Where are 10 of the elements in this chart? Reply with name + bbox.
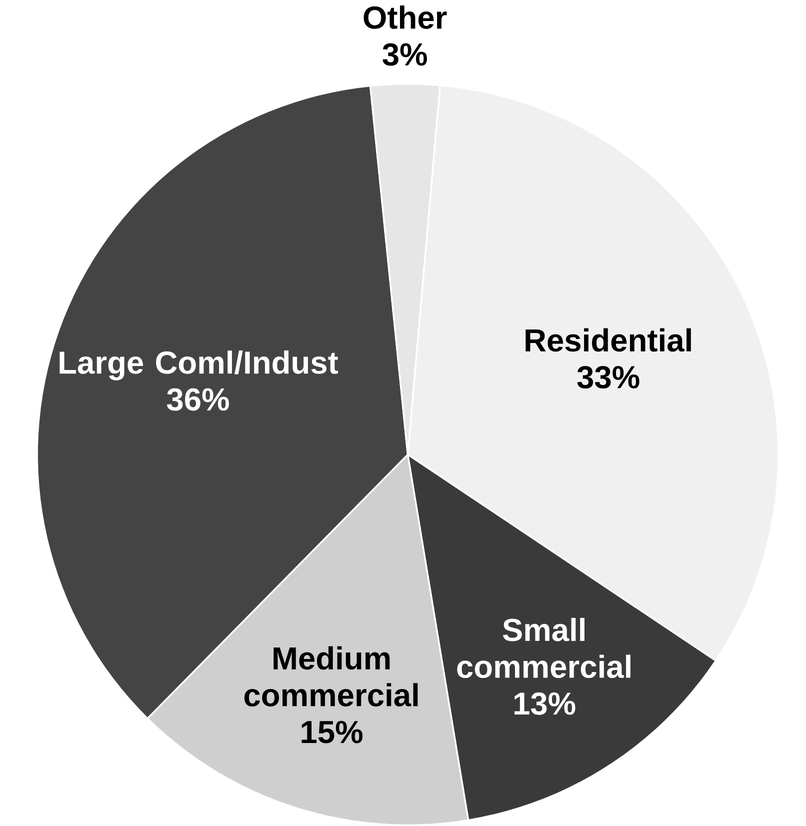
data-label: 33% <box>577 366 640 389</box>
data-label: 36% <box>166 388 229 411</box>
slice-label: Residential <box>525 328 691 352</box>
slice-label: Other <box>364 6 447 29</box>
slice-label: Large Coml/Indust <box>60 350 338 380</box>
slice-label: Small commercial <box>457 618 630 678</box>
data-label: 3% <box>382 43 427 66</box>
slice-label: Medium commercial <box>244 646 418 706</box>
data-label: 13% <box>514 692 576 715</box>
data-label: 15% <box>302 720 362 744</box>
